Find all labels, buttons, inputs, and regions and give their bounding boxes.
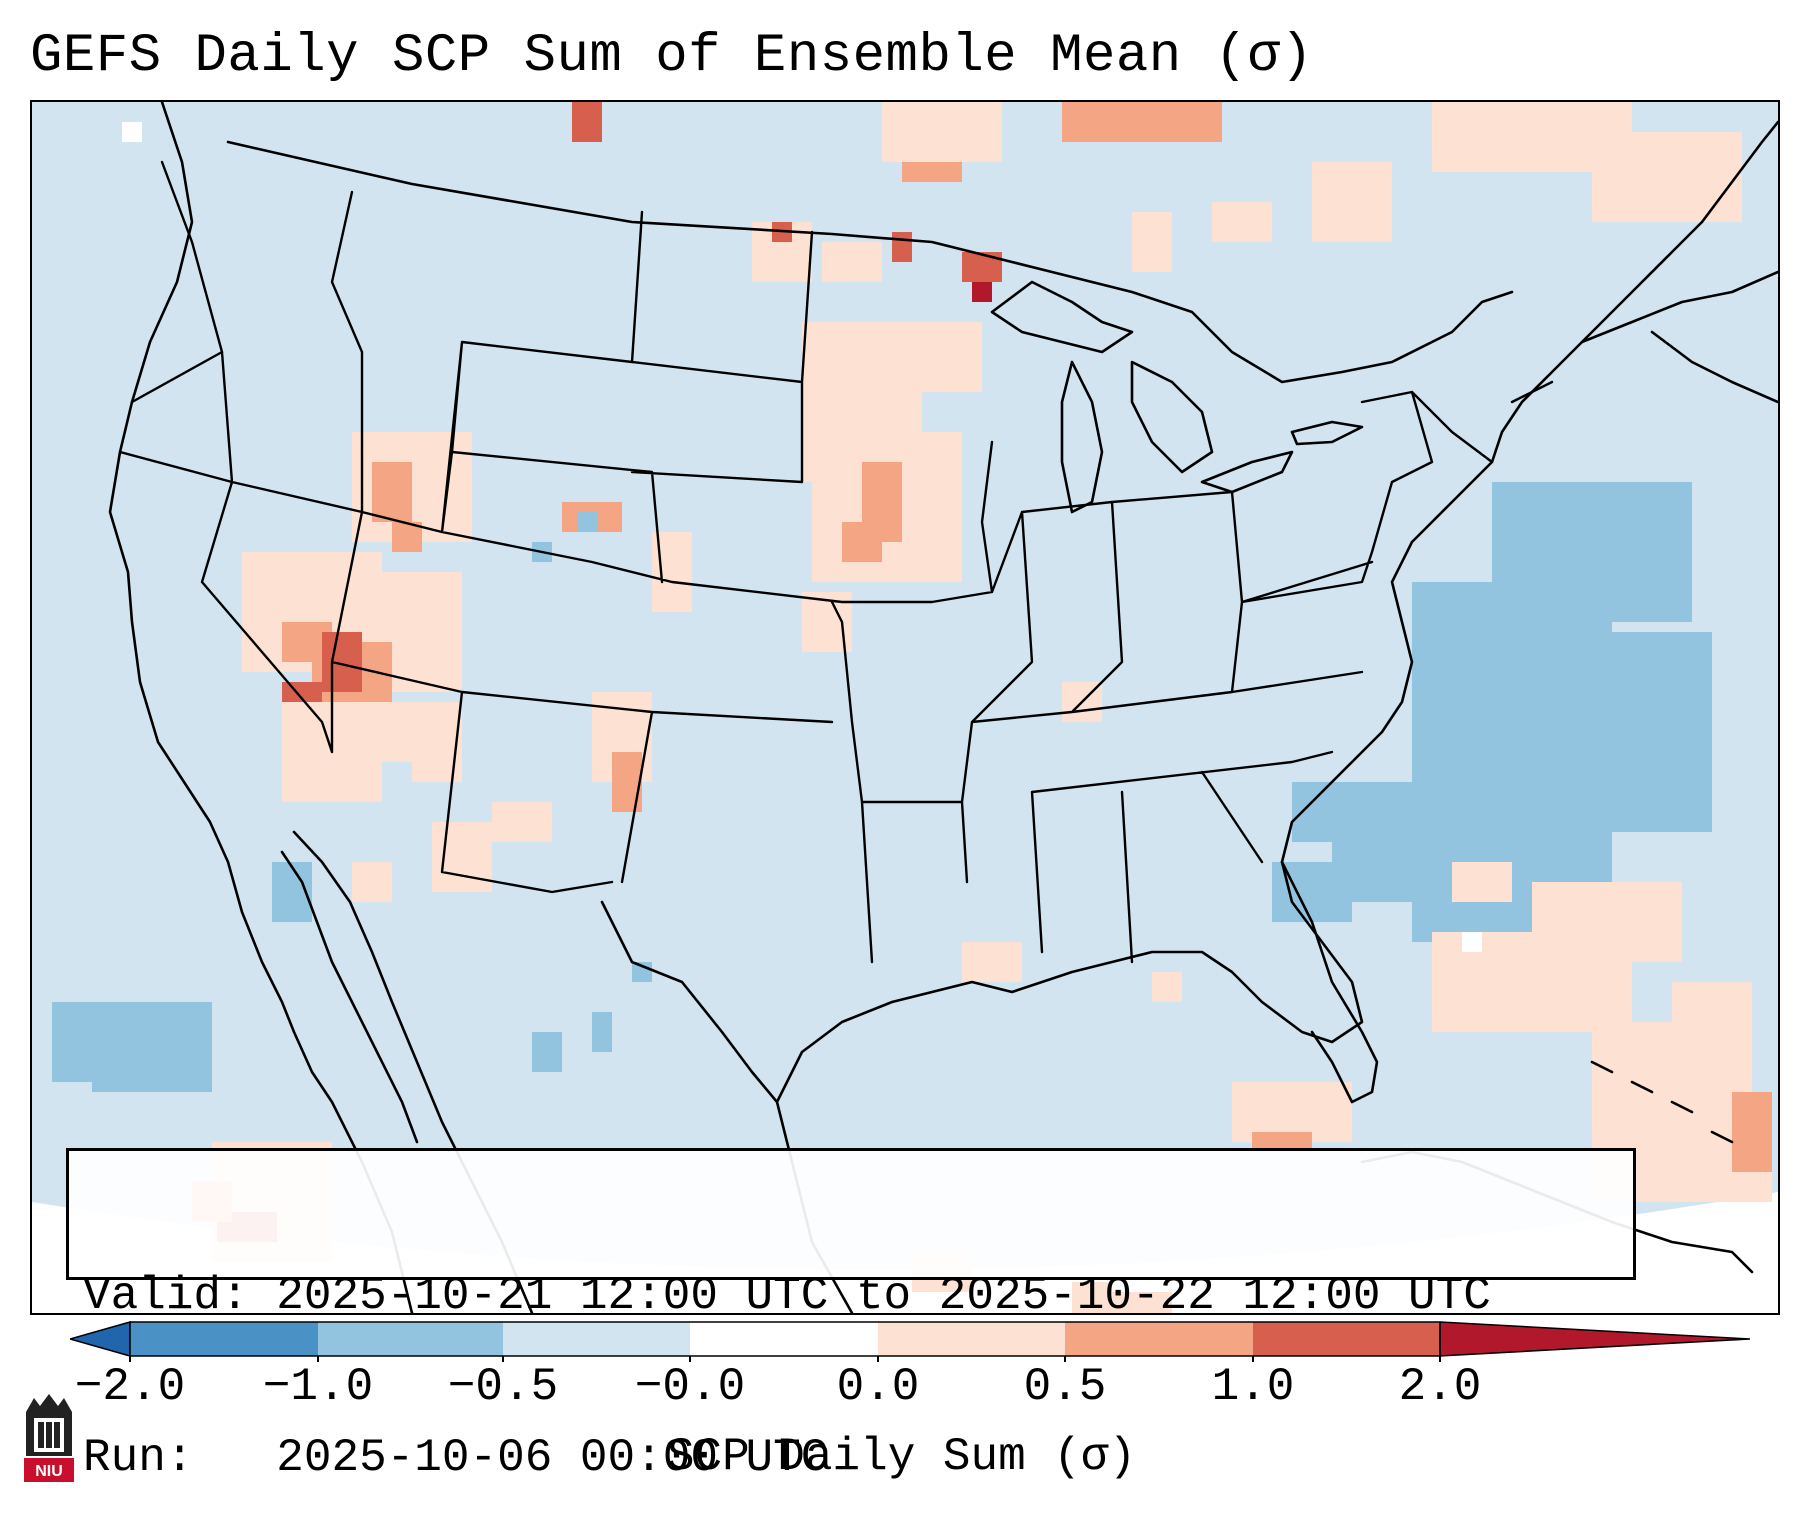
- field-cell: [1592, 132, 1742, 222]
- field-cell: [1152, 972, 1182, 1002]
- field-cell: [392, 522, 422, 552]
- field-cell: [882, 102, 1002, 162]
- valid-value: 2025-10-21 12:00 UTC to 2025-10-22 12:00…: [276, 1270, 1491, 1322]
- field-cell: [1632, 662, 1712, 762]
- field-cell: [1132, 212, 1172, 272]
- run-line: Run: 2025-10-06 00:00 UTC: [83, 1431, 1619, 1485]
- field-cell: [842, 522, 882, 562]
- colorbar-bin: [503, 1322, 690, 1356]
- map-panel[interactable]: [30, 100, 1780, 1315]
- field-cell: [1472, 752, 1632, 832]
- field-cell: [612, 752, 642, 812]
- colorbar-extend-right: [1439, 1321, 1750, 1357]
- field-cell: [1532, 882, 1682, 962]
- coastline-baja: [280, 850, 419, 1144]
- coastline-west: [108, 102, 414, 1313]
- field-cell: [532, 1032, 562, 1072]
- colorbar-tick-label: 0.5: [1023, 1361, 1107, 1413]
- field-cell: [892, 232, 912, 262]
- islands-bahamas: [1590, 1060, 1734, 1144]
- field-cell: [1732, 1092, 1772, 1172]
- field-cell: [1462, 932, 1482, 952]
- field-cell: [1572, 522, 1692, 622]
- lake-michigan: [1060, 360, 1104, 514]
- colorbar-bin: [1065, 1322, 1253, 1356]
- valid-label: Valid:: [83, 1270, 249, 1322]
- colorbar-bin: [690, 1322, 878, 1356]
- colorbar-bin: [878, 1322, 1065, 1356]
- colorbar-bin: [318, 1322, 503, 1356]
- colorbar-outline: [129, 1321, 1441, 1357]
- colorbar-extend-left: [70, 1321, 131, 1357]
- run-label: Run:: [83, 1432, 194, 1484]
- lake-erie: [1200, 450, 1294, 494]
- lake-huron: [1130, 360, 1214, 474]
- lake-superior: [990, 280, 1134, 354]
- field-cell: [1072, 1282, 1112, 1313]
- colorbar: [70, 1321, 1750, 1362]
- field-cell: [352, 862, 392, 902]
- colorbar-tick-label: 1.0: [1211, 1361, 1295, 1413]
- coastline-maritime: [1580, 270, 1778, 404]
- logo-text: NIU: [35, 1463, 63, 1480]
- field-cell: [1252, 1132, 1312, 1152]
- field-cell: [822, 242, 882, 282]
- field-cell: [1492, 962, 1572, 1002]
- run-value: 2025-10-06 00:00 UTC: [276, 1432, 829, 1484]
- field-cell: [912, 322, 982, 392]
- colorbar-tick-label: −1.0: [262, 1361, 374, 1413]
- field-cell: [492, 802, 552, 842]
- colorbar-bin: [1253, 1322, 1440, 1356]
- projection-outer-area: [32, 1192, 1778, 1313]
- field-cell: [1672, 982, 1752, 1102]
- colorbar-label: SCP Daily Sum (σ): [666, 1431, 1137, 1483]
- colorbar-tick-label: 0.0: [836, 1361, 920, 1413]
- niu-university-seal-icon: NIU: [24, 1394, 74, 1482]
- field-cell: [577, 512, 597, 532]
- field-cell: [1112, 1292, 1172, 1313]
- field-cell: [322, 632, 362, 692]
- valid-run-info-box: Valid: 2025-10-21 12:00 UTC to 2025-10-2…: [66, 1148, 1636, 1484]
- field-cell: [1452, 862, 1512, 902]
- field-cell: [902, 162, 962, 182]
- coastline-florida: [1280, 860, 1379, 1104]
- field-cell: [92, 1032, 212, 1092]
- lake-ontario: [1290, 420, 1364, 446]
- map-canvas: [32, 102, 1778, 1313]
- border-us-canada: [226, 140, 1514, 384]
- colorbar-tick-label: −0.0: [634, 1361, 746, 1413]
- colorbar-bin: [130, 1322, 318, 1356]
- field-cell: [1212, 202, 1272, 242]
- field-cell: [432, 822, 492, 892]
- field-cell: [372, 462, 412, 522]
- field-cell: [972, 282, 992, 302]
- field-cell: [572, 102, 602, 142]
- coastline-east: [1280, 120, 1778, 864]
- valid-line: Valid: 2025-10-21 12:00 UTC to 2025-10-2…: [83, 1269, 1619, 1323]
- colorbar-tick-label: −2.0: [74, 1361, 186, 1413]
- colorbar-tick-label: 2.0: [1398, 1361, 1482, 1413]
- field-cell: [1312, 162, 1392, 242]
- field-cell: [962, 942, 1022, 982]
- field-cell: [1062, 102, 1222, 142]
- field-background: [32, 102, 1778, 1270]
- page-title: GEFS Daily SCP Sum of Ensemble Mean (σ): [30, 26, 1314, 87]
- field-cell: [592, 1012, 612, 1052]
- field-cells: [52, 102, 1772, 1313]
- field-cell: [962, 252, 1002, 282]
- colorbar-tick-label: −0.5: [447, 1361, 559, 1413]
- field-cell: [122, 122, 142, 142]
- state-borders: [118, 160, 1554, 964]
